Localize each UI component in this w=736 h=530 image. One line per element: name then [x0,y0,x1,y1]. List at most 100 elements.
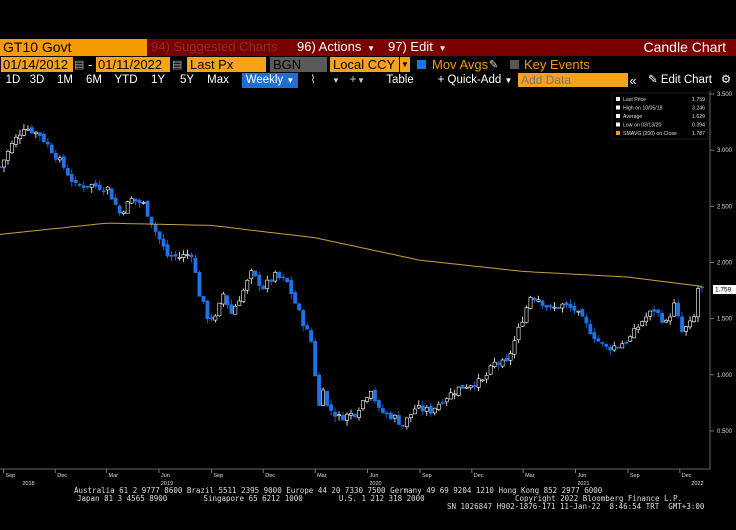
candle-body [416,405,421,409]
period-button-1y[interactable]: 1Y [150,74,166,86]
candle-body [385,412,389,415]
x-year-label: 2021 [577,481,589,487]
price-field-select[interactable]: Last Px [187,57,266,72]
candle-body [644,316,649,323]
suggested-charts-button[interactable]: 94) Suggested Charts [147,39,294,56]
edit-chart-button[interactable]: ✎ Edit Chart [644,73,716,88]
candle-body [89,183,94,188]
candle-body [524,307,529,323]
candle-body [456,386,461,396]
pencil-icon[interactable]: ✎ [489,59,499,71]
candle-body [520,321,525,327]
period-button-1d[interactable]: 1D [5,74,21,86]
y-tick-label: 3.000 [717,148,733,154]
candle-body [460,385,465,389]
candle-body [652,309,657,312]
legend-swatch [616,105,620,110]
security-field[interactable]: GT10 Govt [0,39,147,56]
plus-icon[interactable]: + [349,74,357,86]
chevron-down-icon[interactable]: ▼ [400,57,410,72]
x-tick-label: Jun [370,473,379,479]
candle-body [476,378,481,388]
candle-body [528,296,533,309]
candle-body [700,286,704,289]
legend-label: High on 10/05/18 [623,106,663,112]
mov-avgs-checkbox[interactable] [417,60,426,69]
actions-menu-button[interactable]: 96) Actions ▼ [293,39,385,56]
candle-body [452,393,457,396]
period-button-1m[interactable]: 1M [57,74,73,86]
x-tick-label: Dec [474,473,484,479]
start-date-field[interactable]: 01/14/2012 [1,57,73,72]
candle-body [392,414,397,419]
candle-body [297,303,302,311]
frequency-label: Weekly [245,74,284,86]
candle-body [225,295,230,306]
calendar-icon[interactable]: ▤ [172,59,183,71]
chart-style-dropdown-icon[interactable]: ▼ [332,76,340,85]
candle-body [273,272,278,282]
candle-body [261,285,266,290]
calendar-icon[interactable]: ▤ [74,59,85,71]
end-date-field[interactable]: 01/11/2022 [96,57,170,72]
candle-body [14,136,18,145]
candle-body [472,385,477,388]
candle-body [668,316,673,322]
footer-line-2: Japan 81 3 4565 8900 Singapore 65 6212 1… [77,494,683,503]
candle-body [628,336,633,342]
parameters-bar: 01/14/2012 ▤ - 01/11/2022 ▤ Last Px BGN … [0,57,736,73]
table-button[interactable]: Table [386,74,414,86]
period-button-6m[interactable]: 6M [86,74,102,86]
edit-chart-label: Edit Chart [660,74,712,86]
candle-body [145,200,150,217]
add-data-input[interactable] [518,73,628,87]
edit-label: 97) Edit [388,39,433,54]
y-tick-label: 2.500 [717,204,733,210]
candle-body [556,306,561,309]
frequency-select[interactable]: Weekly ▼ [242,73,298,88]
pencil-icon: ✎ [648,74,661,86]
candle-body [484,375,489,380]
candle-body [149,216,154,225]
candle-body [173,254,178,257]
candle-body [313,340,318,376]
candle-body [253,270,258,277]
candle-body [568,303,573,308]
candle-body [432,407,437,414]
candle-chart[interactable]: 3.500 3.000 2.500 2.000 1.500 1.000 0.500 Sep D… [0,89,736,530]
candle-body [596,338,601,342]
currency-select[interactable]: Local CCY [330,57,399,72]
quick-add-button[interactable]: + Quick-Add ▼ [432,73,518,88]
candle-body [205,300,210,320]
period-button-5y[interactable]: 5Y [179,74,195,86]
line-chart-icon[interactable]: ⌇ [310,74,316,86]
candle-body [424,406,429,412]
footer-line-1: Australia 61 2 9777 8600 Brazil 5511 239… [74,486,603,495]
collapse-icon[interactable]: « [629,73,637,88]
candle-body [317,374,321,406]
x-axis: Sep Dec Mar Jun Sep Dec Mar Jun Sep Dec Mar Jun Sep D… [2,469,704,487]
pricing-source-field[interactable]: BGN [270,57,327,72]
gear-icon[interactable]: ⚙ [720,74,732,86]
period-button-3d[interactable]: 3D [29,74,45,86]
candle-body [209,317,214,320]
legend-label: SMAVG (200) on Close [623,131,677,137]
candle-body [496,362,501,365]
chevron-down-icon[interactable]: ▼ [357,76,365,85]
candle-body [608,346,613,351]
x-tick-label: Mar [109,473,119,479]
key-events-checkbox[interactable] [510,60,519,69]
candle-body [189,254,194,258]
legend-value: 1.759 [692,97,705,103]
period-button-ytd[interactable]: YTD [114,74,138,86]
legend-swatch [616,122,620,127]
candle-body [245,279,250,291]
edit-menu-button[interactable]: 97) Edit ▼ [384,39,455,56]
candle-body [592,332,597,340]
period-button-max[interactable]: Max [207,74,229,86]
candle-body [564,302,569,306]
candle-body [584,316,589,324]
candle-body [153,224,158,232]
candle-body [680,316,684,332]
candle-body [18,134,22,140]
